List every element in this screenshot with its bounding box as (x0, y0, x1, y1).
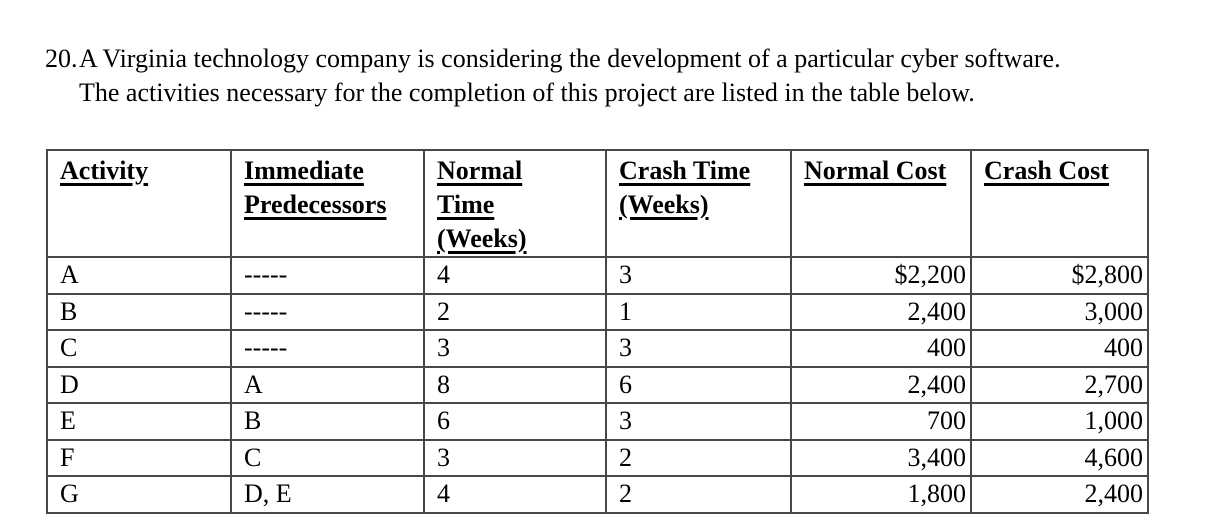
problem-text-line-1: A Virginia technology company is conside… (79, 44, 1061, 73)
cell-immediate-predecessors: ----- (230, 256, 425, 295)
table-row-g: G D, E 4 2 1,800 2,400 (46, 475, 1149, 514)
cell-normal-cost: 3,400 (790, 438, 972, 477)
table-row-a: A ----- 4 3 $2,200 $2,800 (46, 256, 1149, 295)
cell-crash-time: 6 (605, 365, 792, 404)
cell-activity: E (46, 402, 232, 441)
table-row-d: D A 8 6 2,400 2,700 (46, 365, 1149, 404)
column-header-crash-cost: Crash Cost (970, 149, 1149, 258)
cell-crash-cost: 3,000 (970, 292, 1149, 331)
cell-immediate-predecessors: D, E (230, 475, 425, 514)
cell-crash-time: 2 (605, 438, 792, 477)
activities-table: Activity Immediate Predecessors Normal T… (46, 149, 1149, 514)
table-row-b: B ----- 2 1 2,400 3,000 (46, 292, 1149, 331)
cell-immediate-predecessors: ----- (230, 329, 425, 368)
column-header-normal-time: Normal Time (Weeks) (423, 149, 607, 258)
cell-normal-cost: 2,400 (790, 292, 972, 331)
cell-crash-cost: 2,400 (970, 475, 1149, 514)
column-header-crash-time: Crash Time (Weeks) (605, 149, 792, 258)
cell-crash-cost: $2,800 (970, 256, 1149, 295)
cell-normal-time: 8 (423, 365, 607, 404)
cell-crash-time: 3 (605, 256, 792, 295)
cell-normal-time: 3 (423, 438, 607, 477)
cell-normal-time: 2 (423, 292, 607, 331)
cell-normal-time: 3 (423, 329, 607, 368)
cell-immediate-predecessors: C (230, 438, 425, 477)
cell-normal-cost: 700 (790, 402, 972, 441)
cell-normal-cost: $2,200 (790, 256, 972, 295)
cell-immediate-predecessors: ----- (230, 292, 425, 331)
cell-crash-time: 3 (605, 329, 792, 368)
problem-text-line-2: The activities necessary for the complet… (79, 78, 975, 107)
column-header-activity: Activity (46, 149, 232, 258)
cell-immediate-predecessors: A (230, 365, 425, 404)
problem-statement: 20.A Virginia technology company is cons… (45, 42, 1185, 110)
cell-normal-time: 4 (423, 475, 607, 514)
cell-crash-time: 2 (605, 475, 792, 514)
column-header-normal-cost: Normal Cost (790, 149, 972, 258)
cell-crash-cost: 2,700 (970, 365, 1149, 404)
table-row-f: F C 3 2 3,400 4,600 (46, 438, 1149, 477)
cell-crash-time: 1 (605, 292, 792, 331)
table-row-c: C ----- 3 3 400 400 (46, 329, 1149, 368)
cell-normal-time: 6 (423, 402, 607, 441)
problem-number: 20. (45, 44, 78, 73)
cell-normal-time: 4 (423, 256, 607, 295)
cell-activity: B (46, 292, 232, 331)
problem-line-1: 20.A Virginia technology company is cons… (45, 42, 1185, 76)
column-header-immediate-predecessors: Immediate Predecessors (230, 149, 425, 258)
cell-crash-time: 3 (605, 402, 792, 441)
cell-normal-cost: 2,400 (790, 365, 972, 404)
cell-crash-cost: 4,600 (970, 438, 1149, 477)
cell-activity: G (46, 475, 232, 514)
table-row-e: E B 6 3 700 1,000 (46, 402, 1149, 441)
table-header-row: Activity Immediate Predecessors Normal T… (46, 149, 1149, 258)
cell-normal-cost: 1,800 (790, 475, 972, 514)
cell-activity: A (46, 256, 232, 295)
cell-activity: D (46, 365, 232, 404)
cell-crash-cost: 400 (970, 329, 1149, 368)
cell-activity: F (46, 438, 232, 477)
cell-activity: C (46, 329, 232, 368)
cell-normal-cost: 400 (790, 329, 972, 368)
cell-crash-cost: 1,000 (970, 402, 1149, 441)
cell-immediate-predecessors: B (230, 402, 425, 441)
